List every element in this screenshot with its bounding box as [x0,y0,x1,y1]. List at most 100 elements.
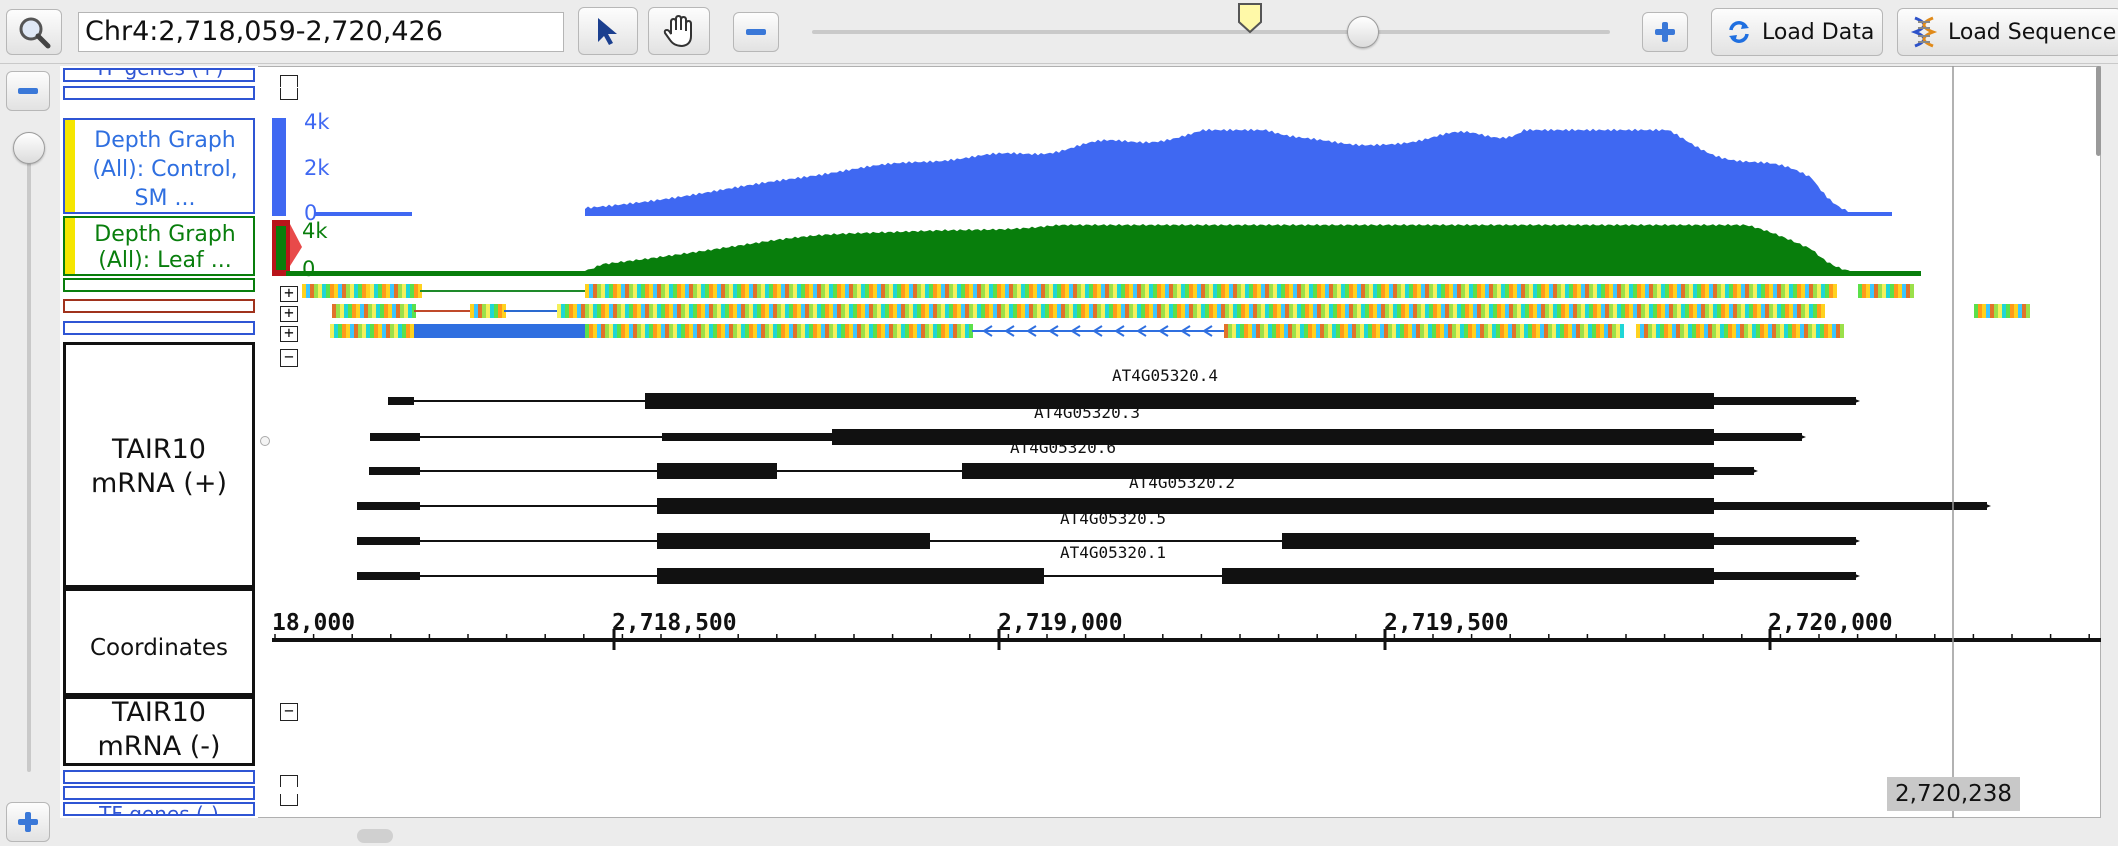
coordinates-label[interactable]: Coordinates [63,588,255,696]
depth-leaf-coverage [286,224,1921,276]
collapse-toggle[interactable] [280,88,298,100]
vertical-zoom-in-button[interactable] [6,802,50,842]
transcript-model[interactable] [388,393,1860,409]
position-readout: 2,720,238 [1887,777,2021,811]
depth-tick-label: 0 [304,201,317,225]
expand-toggle[interactable]: + [280,285,298,302]
vertical-zoom-thumb[interactable] [13,132,45,164]
vertical-scrollbar-thumb[interactable] [2096,66,2101,156]
track-label-blue-strip-2[interactable] [63,321,255,335]
mrna-plus-track [357,393,1991,584]
vertical-zoom-track[interactable] [27,132,31,772]
transcript-label[interactable]: AT4G05320.5 [1060,509,1166,528]
hand-icon [663,14,692,48]
coordinate-label: 2,719,000 [998,610,1123,636]
track-label-red-strip[interactable] [63,299,255,313]
tf-genes-minus-text: TF genes (-) [99,802,219,816]
zoom-out-button[interactable] [733,12,779,52]
depth-scale-bar [272,118,286,216]
track-color-swatch [65,218,75,274]
track-label-panel: TF genes (+) Depth Graph (All): Control,… [60,66,258,818]
expand-toggle[interactable]: + [280,325,298,342]
plus-icon [1655,22,1675,42]
track-label-blue-strip-3[interactable] [63,770,255,784]
locus-input[interactable]: Chr4:2,718,059-2,720,426 [78,12,564,52]
track-label-blue-strip-4[interactable] [63,786,255,800]
depth-control-text: Depth Graph (All): Control, SM ... [92,128,238,211]
plus-icon [18,812,38,832]
depth-control-coverage [314,128,1892,216]
horizontal-scrollbar-thumb[interactable] [357,829,393,843]
depth-leaf-graph: 4k 0 [272,219,1921,281]
depth-tick-label: 2k [304,156,330,180]
track-label-green-strip[interactable] [63,278,255,292]
transcript-label[interactable]: AT4G05320.2 [1129,473,1235,492]
search-button[interactable] [6,9,62,55]
coordinate-label: 2,720,000 [1768,610,1893,636]
pan-tool-button[interactable] [648,7,710,55]
transcript-label[interactable]: AT4G05320.3 [1034,403,1140,422]
coordinate-label: 2,719,500 [1384,610,1509,636]
transcript-model[interactable] [369,463,1758,479]
track-canvas: 4k 2k 0 4k 0 [272,66,2101,818]
track-color-swatch [65,120,75,212]
track-area: 4k 2k 0 4k 0 18,000 2,718,500 [272,66,2101,818]
transcript-model[interactable] [370,429,1806,445]
strand-arrow-icon [1748,467,1758,475]
transcript-model[interactable] [357,533,1860,549]
depth-leaf-text: Depth Graph (All): Leaf ... [94,222,236,273]
minus-icon [746,29,766,35]
depth-control-graph: 4k 2k 0 [272,110,1892,225]
strand-arrow-icon [1981,502,1991,510]
coordinate-label: 18,000 [272,610,356,636]
refresh-icon [1729,21,1749,43]
dna-icon [1910,16,1938,48]
zoom-slider-track[interactable] [812,30,1610,34]
tf-genes-plus-text: TF genes (+) [94,68,224,80]
vertical-zoom-out-button[interactable] [6,71,50,111]
load-sequence-button[interactable]: Load Sequence [1897,8,2118,56]
mrna-plus-label[interactable]: TAIR10 mRNA (+) [63,342,255,588]
collapse-toggle[interactable]: − [280,349,298,367]
depth-tick-label: 4k [302,219,328,243]
collapse-toggle[interactable]: − [280,703,298,721]
zoom-marker-icon [1238,3,1262,34]
transcript-label[interactable]: AT4G05320.6 [1010,438,1116,457]
minus-icon [18,88,38,94]
tf-genes-plus-label[interactable]: TF genes (+) [63,68,255,82]
collapse-toggle[interactable] [280,775,298,787]
transcript-label[interactable]: AT4G05320.4 [1112,366,1218,385]
mrna-minus-label[interactable]: TAIR10 mRNA (-) [63,696,255,766]
coordinate-label: 2,718,500 [612,610,737,636]
depth-leaf-label[interactable]: Depth Graph (All): Leaf ... [63,216,255,276]
track-label-blue-strip[interactable] [63,86,255,100]
depth-tick-label: 0 [302,257,315,281]
depth-control-label[interactable]: Depth Graph (All): Control, SM ... [63,118,255,214]
expand-toggle[interactable]: + [280,305,298,322]
load-sequence-label: Load Sequence [1948,19,2117,45]
strand-arrow-icon [1850,537,1860,545]
read-alignment-tracks [302,284,2030,338]
mrna-minus-text: TAIR10 mRNA (-) [97,697,221,762]
transcript-label[interactable]: AT4G05320.1 [1060,543,1166,562]
toolbar: Chr4:2,718,059-2,720,426 Load Data [0,0,2118,64]
divider-handle[interactable] [260,436,270,446]
load-data-button[interactable]: Load Data [1711,8,1883,56]
strand-arrow-icon [1796,433,1806,441]
collapse-toggle[interactable] [280,75,298,87]
collapse-toggle[interactable] [280,794,298,806]
select-tool-button[interactable] [578,7,638,55]
coordinates-text: Coordinates [89,635,229,661]
tf-genes-minus-label[interactable]: TF genes (-) [63,802,255,816]
strand-arrow-icon [1850,572,1860,580]
load-data-label: Load Data [1762,19,1875,45]
arrow-cursor-icon [598,18,617,45]
transcript-model[interactable] [357,498,1991,514]
transcript-model[interactable] [357,568,1860,584]
mrna-plus-text: TAIR10 mRNA (+) [90,434,227,499]
zoom-slider-thumb[interactable] [1346,16,1379,48]
zoom-in-button[interactable] [1642,12,1688,52]
flag-marker-icon [290,224,302,266]
magnifier-icon [19,17,51,49]
coordinate-ruler [272,629,2101,650]
